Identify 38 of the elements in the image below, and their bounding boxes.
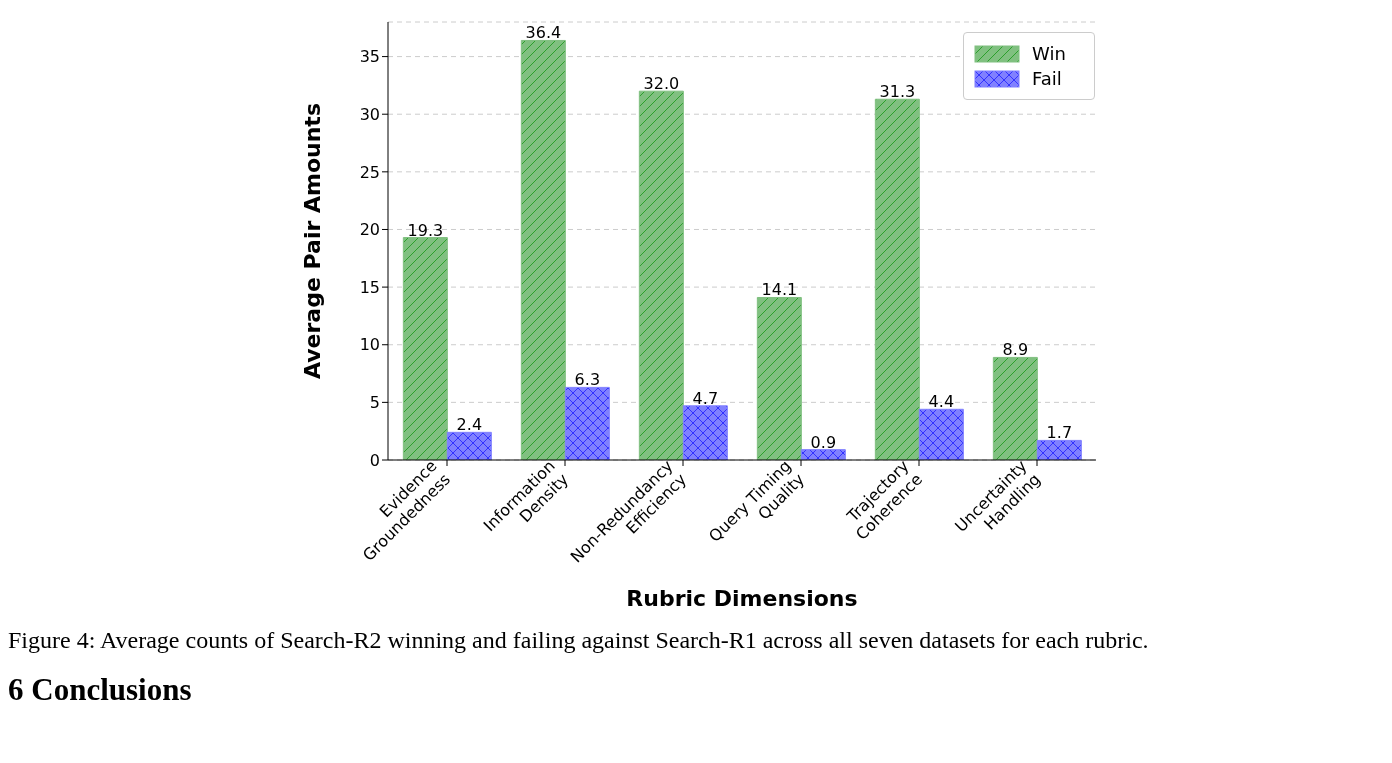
data-label: 6.3 (574, 370, 601, 390)
data-label: 36.4 (525, 23, 562, 43)
data-label: 19.3 (407, 220, 444, 240)
data-label: 0.9 (810, 432, 837, 452)
data-label: 4.7 (692, 388, 719, 408)
legend-label: Win (1032, 43, 1066, 64)
data-label: 32.0 (643, 74, 680, 94)
caption: Figure 4: Average counts of Search-R2 winning and failing against Search-R1 across all seven datasets for each rubric. (8, 626, 1150, 655)
data-label: 4.4 (928, 392, 955, 412)
bar (1036, 439, 1082, 460)
legend-label: Fail (1032, 68, 1062, 89)
bar (756, 296, 802, 460)
bar (918, 408, 964, 460)
y-tick-label: 35 (359, 47, 380, 67)
bar (800, 449, 846, 460)
y-tick-label: 25 (359, 162, 380, 182)
x-axis-title: Rubric Dimensions (626, 586, 858, 611)
y-tick-label: 0 (369, 450, 380, 470)
bar (564, 386, 610, 460)
bar (682, 405, 728, 460)
y-tick-label: 15 (359, 277, 380, 297)
text: 6 Conclusions (8, 672, 193, 708)
bar (992, 356, 1038, 460)
y-axis-title: Average Pair Amounts (299, 103, 325, 379)
y-tick-label: 5 (369, 393, 380, 413)
bar (638, 90, 684, 460)
data-label: 8.9 (1002, 340, 1029, 360)
data-label: 31.3 (879, 82, 916, 102)
data-label: 14.1 (761, 280, 798, 300)
bar (402, 237, 448, 460)
bar (874, 98, 920, 460)
bar (520, 39, 566, 460)
data-label: 2.4 (456, 415, 483, 435)
data-label: 1.7 (1046, 423, 1073, 443)
y-tick-label: 20 (359, 220, 380, 240)
y-tick-label: 10 (359, 335, 380, 355)
y-tick-label: 30 (359, 104, 380, 124)
bar (446, 431, 492, 460)
